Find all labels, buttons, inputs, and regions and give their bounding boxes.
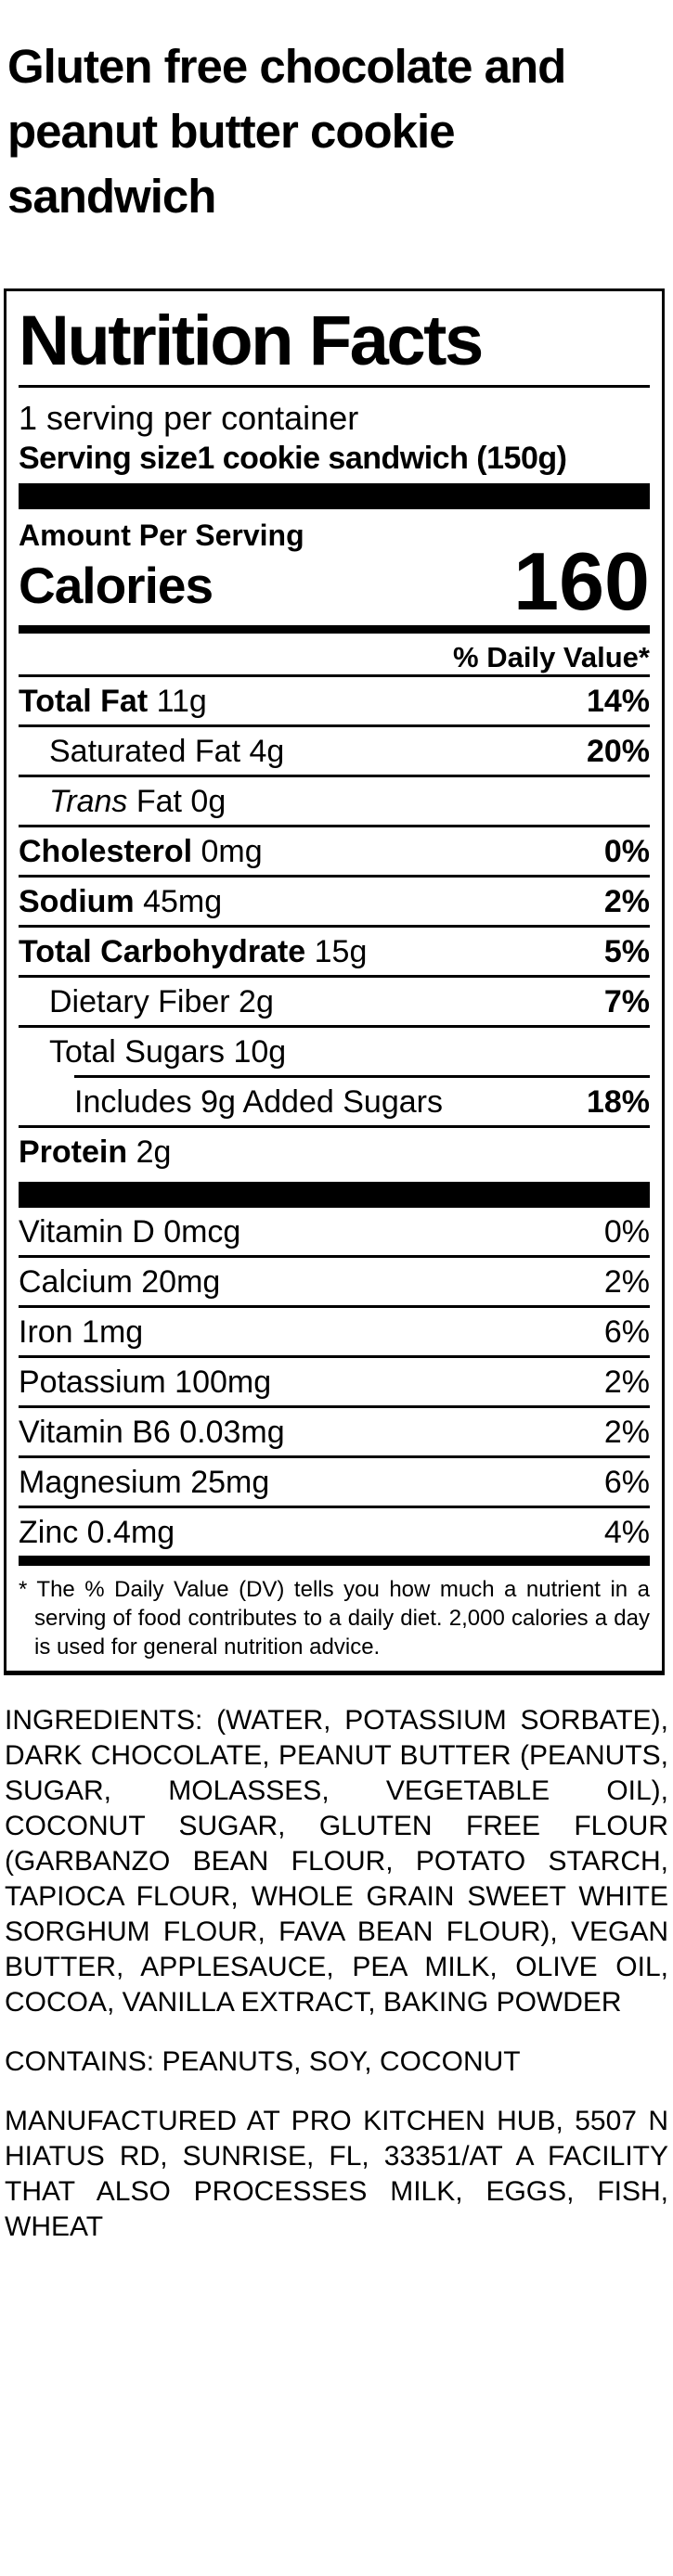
product-label-page: Gluten free chocolate and peanut butter … <box>4 34 668 2242</box>
nutrient-row-dietary-fiber: Dietary Fiber 2g 7% <box>19 975 650 1025</box>
dv-dietary-fiber: 7% <box>603 984 650 1019</box>
dv-iron: 6% <box>603 1314 650 1350</box>
product-title: Gluten free chocolate and peanut butter … <box>7 34 666 229</box>
nutrient-row-sodium: Sodium 45mg 2% <box>19 875 650 925</box>
dv-potassium: 2% <box>603 1365 650 1400</box>
dv-total-carbohydrate: 5% <box>603 934 650 969</box>
nutrition-facts-heading: Nutrition Facts <box>19 301 484 380</box>
serving-size-row: Serving size1 cookie sandwich (150g) <box>19 440 650 477</box>
dv-vitamin-b6: 2% <box>603 1415 650 1450</box>
footnote-asterisk: * <box>19 1577 28 1602</box>
daily-value-header: % Daily Value* <box>453 641 650 673</box>
nutrient-row-total-sugars: Total Sugars 10g <box>19 1025 650 1075</box>
thick-divider-bar <box>19 483 650 509</box>
dv-magnesium: 6% <box>603 1465 650 1500</box>
nutrient-row-saturated-fat: Saturated Fat 4g 20% <box>19 724 650 775</box>
product-title-line-3: sandwich <box>7 170 216 223</box>
servings-per-container: 1 serving per container <box>19 399 359 437</box>
manufactured-statement: MANUFACTURED AT PRO KITCHEN HUB, 5507 N … <box>5 2106 668 2242</box>
vitamin-row-vitamin-d: Vitamin D 0mcg 0% <box>19 1214 650 1250</box>
vitamin-row-magnesium: Magnesium 25mg 6% <box>19 1455 650 1506</box>
serving-size-label: Serving size <box>19 441 198 476</box>
nutrient-table: Total Fat 11g 14% Saturated Fat 4g 20% T… <box>19 674 650 1175</box>
serving-size-value: 1 cookie sandwich (150g) <box>197 441 567 476</box>
amount-per-serving-label: Amount Per Serving <box>19 519 304 552</box>
nutrient-row-total-fat: Total Fat 11g 14% <box>19 674 650 724</box>
ingredients-paragraph: INGREDIENTS: (WATER, POTASSIUM SORBATE),… <box>5 1705 668 2018</box>
nutrient-row-added-sugars: Includes 9g Added Sugars 18% <box>19 1075 650 1125</box>
vitamin-row-potassium: Potassium 100mg 2% <box>19 1355 650 1405</box>
vitamin-row-calcium: Calcium 20mg 2% <box>19 1255 650 1305</box>
medium-divider-bar <box>19 625 650 634</box>
dv-sodium: 2% <box>603 884 650 919</box>
dv-calcium: 2% <box>603 1264 650 1300</box>
calories-row: Calories 160 <box>19 535 650 627</box>
dv-cholesterol: 0% <box>603 834 650 869</box>
daily-value-footnote: * The % Daily Value (DV) tells you how m… <box>19 1577 650 1660</box>
nutrition-facts-panel: Nutrition Facts 1 serving per container … <box>4 288 665 1675</box>
nutrient-row-total-carbohydrate: Total Carbohydrate 15g 5% <box>19 925 650 975</box>
vitamin-row-iron: Iron 1mg 6% <box>19 1305 650 1355</box>
thick-divider-bar <box>19 1182 650 1208</box>
dv-total-fat: 14% <box>586 684 650 719</box>
nutrient-row-cholesterol: Cholesterol 0mg 0% <box>19 825 650 875</box>
contains-statement: CONTAINS: PEANUTS, SOY, COCONUT <box>5 2046 521 2077</box>
product-title-line-2: peanut butter cookie <box>7 105 456 158</box>
vitamin-row-vitamin-b6: Vitamin B6 0.03mg 2% <box>19 1405 650 1455</box>
medium-divider-bar <box>19 1556 650 1566</box>
vitamin-table: Vitamin D 0mcg 0% Calcium 20mg 2% Iron 1… <box>19 1208 650 1556</box>
dv-added-sugars: 18% <box>586 1084 650 1120</box>
nutrient-row-trans-fat: Trans Fat 0g <box>19 775 650 825</box>
dv-vitamin-d: 0% <box>603 1214 650 1250</box>
vitamin-row-zinc: Zinc 0.4mg 4% <box>19 1506 650 1556</box>
product-title-line-1: Gluten free chocolate and <box>7 40 566 93</box>
nutrient-row-protein: Protein 2g <box>19 1125 650 1175</box>
heading-divider <box>19 385 650 388</box>
calories-value: 160 <box>513 535 650 627</box>
calories-label: Calories <box>19 557 214 614</box>
dv-saturated-fat: 20% <box>586 734 650 769</box>
dv-zinc: 4% <box>603 1515 650 1550</box>
